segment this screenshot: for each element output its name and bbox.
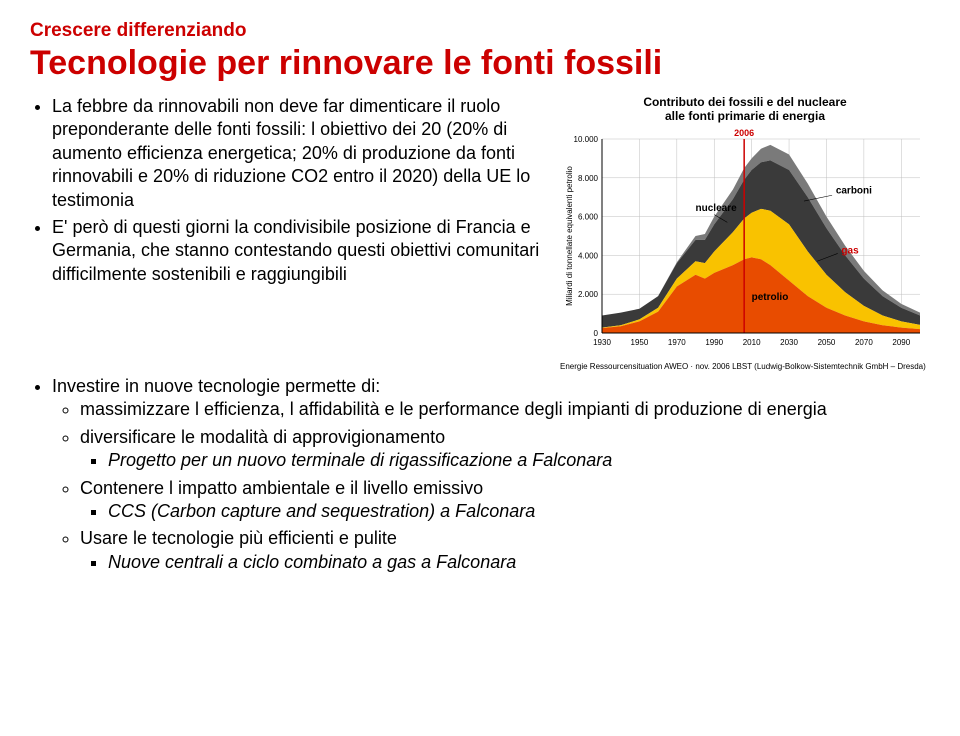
slide-title: Tecnologie per rinnovare le fonti fossil… <box>30 44 930 83</box>
svg-text:8.000: 8.000 <box>578 174 599 183</box>
bullet-3-4-1: Nuove centrali a ciclo combinato a gas a… <box>108 551 930 574</box>
svg-text:2.000: 2.000 <box>578 290 599 299</box>
svg-text:Miliardi di tonnellate equival: Miliardi di tonnellate equivalenti petro… <box>565 166 574 306</box>
svg-text:2090: 2090 <box>892 338 910 347</box>
chart-container: Contributo dei fossili e del nucleare al… <box>560 95 930 371</box>
svg-text:1930: 1930 <box>593 338 611 347</box>
svg-text:1990: 1990 <box>705 338 723 347</box>
bullet-3-4: Usare le tecnologie più efficienti e pul… <box>80 527 930 574</box>
bullet-3: Investire in nuove tecnologie permette d… <box>52 375 930 574</box>
energy-chart: 2006 0 2.000 4.000 6.000 8.000 10.000 1930 1950 1… <box>560 125 930 355</box>
svg-text:nucleare: nucleare <box>696 203 738 214</box>
bullet-3-2-1: Progetto per un nuovo terminale di rigas… <box>108 449 930 472</box>
chart-title-line1: Contributo dei fossili e del nucleare <box>643 95 846 109</box>
bullet-3-2: diversificare le modalità di approvigion… <box>80 426 930 473</box>
chart-title-line2: alle fonti primarie di energia <box>665 109 825 123</box>
bullet-1: La febbre da rinnovabili non deve far di… <box>52 95 550 212</box>
bullet-3-3-text: Contenere l impatto ambientale e il live… <box>80 478 483 498</box>
svg-text:gas: gas <box>841 245 859 256</box>
svg-text:1950: 1950 <box>631 338 649 347</box>
svg-text:6.000: 6.000 <box>578 213 599 222</box>
bullet-column-bottom: Investire in nuove tecnologie permette d… <box>30 375 930 574</box>
chart-source: Energie Ressourcensituation AWEO · nov. … <box>560 362 930 371</box>
bullet-3-1: massimizzare l efficienza, l affidabilit… <box>80 398 930 421</box>
svg-text:petrolio: petrolio <box>752 292 789 303</box>
bullet-3-4-text: Usare le tecnologie più efficienti e pul… <box>80 528 397 548</box>
bullet-3-3: Contenere l impatto ambientale e il live… <box>80 477 930 524</box>
bullet-3-text: Investire in nuove tecnologie permette d… <box>52 376 380 396</box>
bullet-3-3-1: CCS (Carbon capture and sequestration) a… <box>108 500 930 523</box>
svg-text:4.000: 4.000 <box>578 251 599 260</box>
svg-text:2030: 2030 <box>780 338 798 347</box>
svg-text:carboni: carboni <box>836 185 872 196</box>
bullet-column-top: La febbre da rinnovabili non deve far di… <box>30 95 550 371</box>
bullet-3-2-text: diversificare le modalità di approvigion… <box>80 427 445 447</box>
svg-text:0: 0 <box>594 329 599 338</box>
slide-subtitle: Crescere differenziando <box>30 20 930 42</box>
svg-text:1970: 1970 <box>668 338 686 347</box>
svg-text:2050: 2050 <box>818 338 836 347</box>
svg-text:2010: 2010 <box>743 338 761 347</box>
svg-text:2006: 2006 <box>734 128 754 138</box>
svg-text:10.000: 10.000 <box>574 135 599 144</box>
svg-text:2070: 2070 <box>855 338 873 347</box>
bullet-2: E' però di questi giorni la condivisibil… <box>52 216 550 286</box>
